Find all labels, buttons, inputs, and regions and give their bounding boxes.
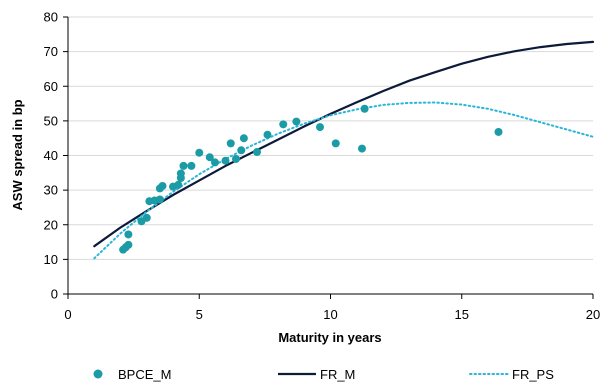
scatter-point bbox=[221, 156, 230, 165]
y-tick-label: 20 bbox=[44, 217, 58, 232]
grid-lines bbox=[68, 16, 593, 260]
scatter-point bbox=[155, 195, 164, 204]
y-tick-label: 10 bbox=[44, 252, 58, 267]
scatter-point bbox=[179, 161, 188, 170]
x-tick-label: 10 bbox=[323, 307, 337, 322]
x-axis-title: Maturity in years bbox=[278, 330, 381, 345]
y-tick-label: 30 bbox=[44, 183, 58, 198]
x-tick-labels: 0 5 10 15 20 bbox=[64, 307, 600, 322]
x-tick-label: 0 bbox=[64, 307, 71, 322]
series-line-fr-ps bbox=[93, 101, 594, 260]
scatter-point bbox=[205, 153, 214, 162]
x-tick-label: 15 bbox=[455, 307, 469, 322]
y-tick-labels: 0 10 20 30 40 50 60 70 80 bbox=[44, 10, 58, 302]
scatter-point bbox=[316, 123, 324, 132]
scatter-point bbox=[232, 154, 240, 163]
legend-label-bpce-m: BPCE_M bbox=[118, 367, 171, 382]
scatter-point bbox=[360, 104, 369, 113]
legend-label-fr-m: FR_M bbox=[320, 367, 355, 382]
series-line-fr-m bbox=[93, 40, 595, 248]
scatter-point bbox=[331, 139, 340, 148]
scatter-point bbox=[174, 180, 183, 189]
scatter-point bbox=[358, 144, 366, 153]
x-tick-label: 5 bbox=[196, 307, 203, 322]
series bbox=[93, 40, 595, 260]
scatter-point bbox=[142, 213, 151, 222]
scatter-point bbox=[279, 120, 288, 129]
scatter-point bbox=[211, 158, 219, 167]
scatter-point bbox=[239, 134, 248, 143]
legend-label-fr-ps: FR_PS bbox=[512, 367, 554, 382]
scatter-point bbox=[292, 117, 301, 126]
axes bbox=[63, 16, 594, 299]
scatter-point bbox=[195, 148, 204, 157]
y-tick-label: 40 bbox=[44, 148, 58, 163]
scatter-point bbox=[124, 240, 133, 249]
scatter-point bbox=[494, 127, 503, 136]
scatter-point bbox=[237, 146, 246, 155]
x-tick-label: 20 bbox=[586, 307, 600, 322]
legend-marker-bpce-m bbox=[93, 369, 103, 379]
scatter-point bbox=[187, 161, 196, 170]
y-tick-label: 50 bbox=[44, 113, 58, 128]
y-tick-label: 60 bbox=[44, 79, 58, 94]
scatter-point bbox=[124, 230, 133, 239]
scatter-point bbox=[176, 169, 185, 178]
y-tick-label: 0 bbox=[51, 287, 58, 302]
scatter-point bbox=[263, 130, 272, 139]
scatter-point bbox=[158, 181, 167, 190]
scatter-point bbox=[226, 139, 235, 148]
legend: BPCE_M FR_M FR_PS bbox=[93, 367, 554, 382]
y-axis-title: ASW spread in bp bbox=[10, 99, 25, 210]
y-tick-label: 80 bbox=[44, 10, 58, 25]
y-tick-label: 70 bbox=[44, 44, 58, 59]
scatter-point bbox=[253, 148, 261, 157]
